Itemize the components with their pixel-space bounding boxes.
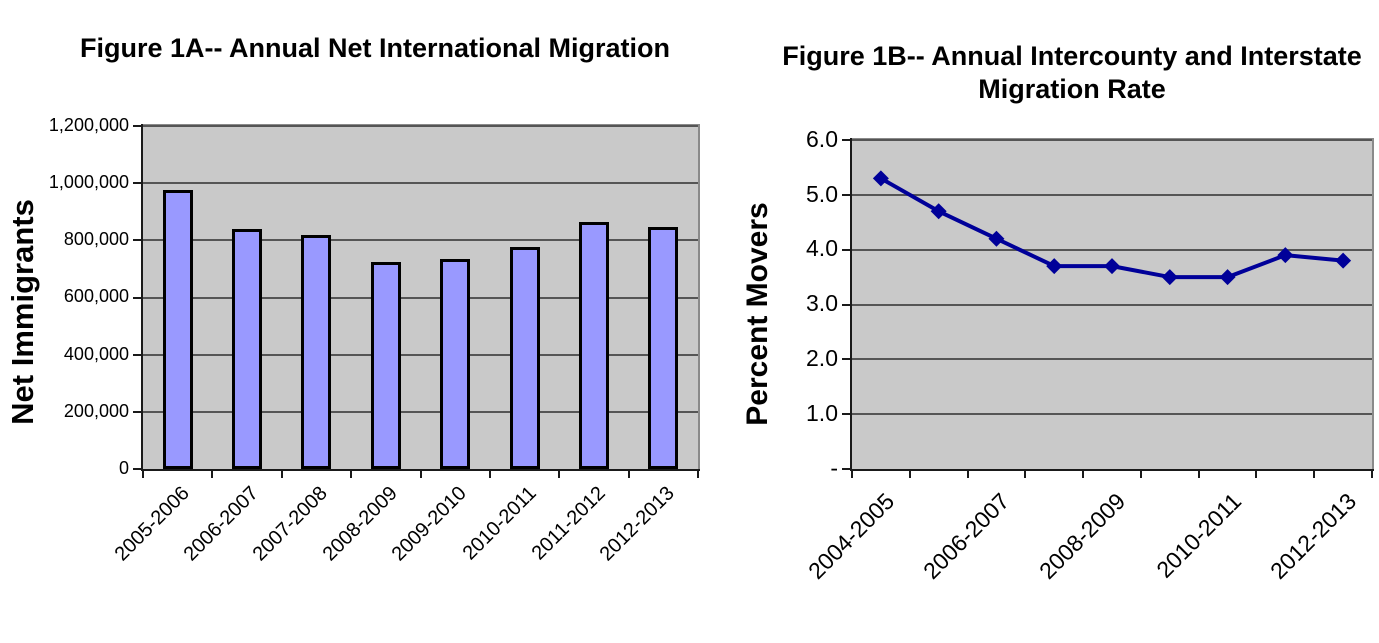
x-tick-mark	[1255, 471, 1258, 478]
diamond-marker	[872, 170, 889, 187]
gridline	[143, 125, 698, 127]
diamond-marker	[1219, 269, 1236, 286]
y-tick-label: -	[830, 454, 838, 481]
bar	[232, 228, 263, 469]
x-tick-mark	[211, 471, 214, 478]
y-tick-mark	[133, 353, 141, 356]
bar	[440, 258, 471, 469]
y-tick-label: 6.0	[806, 125, 838, 152]
y-tick-label: 1,000,000	[48, 172, 129, 192]
gridline	[852, 358, 1372, 361]
y-tick-label: 400,000	[63, 343, 129, 364]
x-tick-mark	[488, 471, 491, 478]
diamond-marker	[1335, 252, 1352, 269]
x-tick-mark	[558, 471, 561, 478]
x-tick-mark	[350, 471, 353, 478]
x-tick-mark	[851, 471, 853, 478]
x-tick-mark	[1082, 471, 1085, 478]
y-tick-mark	[842, 413, 850, 416]
diamond-marker	[1046, 258, 1063, 275]
x-tick-mark	[1024, 471, 1027, 478]
y-tick-label: 5.0	[806, 180, 838, 207]
y-axis-line	[850, 138, 852, 471]
y-tick-label: 3.0	[806, 290, 838, 317]
y-tick-mark	[842, 358, 850, 361]
figure-1a-title: Figure 1A-- Annual Net International Mig…	[79, 33, 670, 64]
y-tick-label: 1,200,000	[48, 114, 129, 135]
x-axis-line	[850, 469, 1374, 471]
diamond-marker	[1104, 258, 1120, 275]
y-tick-mark	[842, 139, 850, 141]
y-tick-mark	[133, 182, 141, 185]
y-tick-mark	[133, 296, 141, 299]
y-tick-mark	[842, 303, 850, 306]
x-axis-line	[141, 469, 700, 471]
figure-1b-title: Figure 1B-- Annual Intercounty and Inter…	[782, 41, 1362, 105]
gridline	[143, 353, 698, 356]
y-tick-label: 200,000	[63, 400, 129, 421]
line-series	[872, 170, 1352, 286]
x-tick-mark	[280, 471, 283, 478]
y-tick-mark	[842, 468, 850, 470]
diamond-marker	[930, 203, 947, 220]
x-tick-mark	[1371, 471, 1373, 478]
y-tick-mark	[842, 193, 850, 196]
bar	[370, 261, 401, 469]
y-tick-label: 1.0	[806, 399, 838, 426]
y-tick-mark	[842, 248, 850, 251]
x-tick-mark	[1197, 471, 1200, 478]
x-tick-mark	[142, 471, 144, 478]
gridline	[143, 296, 698, 299]
diamond-marker	[988, 230, 1005, 247]
bar	[301, 234, 332, 469]
x-tick-mark	[627, 471, 630, 478]
y-tick-mark	[133, 125, 141, 127]
gridline	[852, 139, 1372, 141]
y-axis-line	[141, 124, 143, 471]
y-tick-label: 0	[118, 457, 129, 478]
gridline	[852, 303, 1372, 306]
gridline	[143, 239, 698, 242]
y-tick-label: 2.0	[806, 345, 838, 372]
y-tick-mark	[133, 410, 141, 413]
gridline	[852, 248, 1372, 251]
bar	[509, 247, 540, 469]
gridline	[852, 193, 1372, 196]
y-tick-label: 800,000	[63, 229, 129, 250]
gridline	[143, 182, 698, 185]
y-tick-mark	[133, 468, 141, 470]
y-tick-mark	[133, 239, 141, 242]
bar	[162, 190, 193, 469]
bar	[578, 221, 609, 469]
gridline	[852, 413, 1372, 416]
bar	[648, 227, 679, 469]
x-tick-mark	[908, 471, 911, 478]
diamond-marker	[1277, 247, 1294, 264]
y-tick-label: 600,000	[63, 286, 129, 307]
diamond-marker	[1161, 269, 1178, 286]
x-tick-mark	[419, 471, 422, 478]
x-tick-mark	[697, 471, 699, 478]
gridline	[143, 410, 698, 413]
x-tick-mark	[1313, 471, 1316, 478]
y-tick-label: 4.0	[806, 235, 838, 262]
x-tick-mark	[966, 471, 969, 478]
x-tick-mark	[1139, 471, 1142, 478]
